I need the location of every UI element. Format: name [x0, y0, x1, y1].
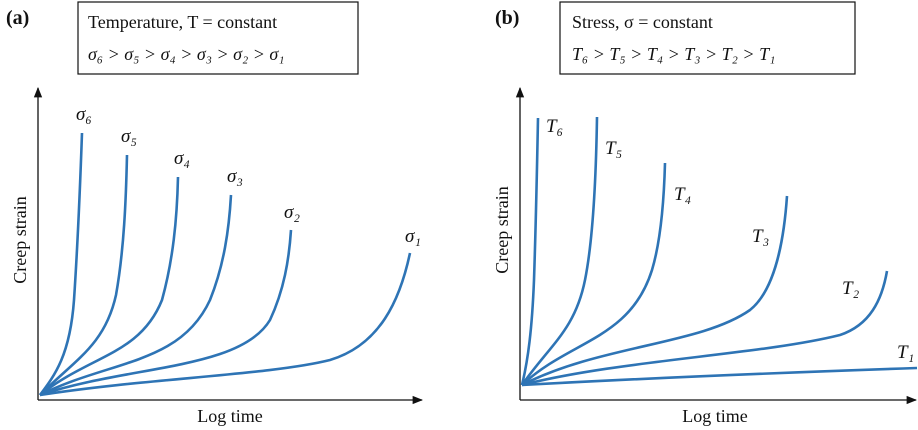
curve [39, 176, 180, 397]
panel-a: (a) Temperature, T = constant σ₆ > σ₅ > … [6, 1, 424, 426]
box-line: σ₆ > σ₅ > σ₄ > σ₃ > σ₂ > σ₁ [88, 44, 285, 64]
curve-label: σ₄ [174, 148, 190, 169]
curve-label: T₃ [752, 226, 769, 247]
curve [38, 132, 84, 396]
curve-label: σ₂ [284, 202, 300, 223]
box-line: T₆ > T₅ > T₄ > T₃ > T₂ > T₁ [572, 44, 775, 64]
x-axis-label: Log time [682, 406, 748, 426]
curve [521, 162, 667, 386]
curve [39, 154, 129, 396]
curve-label: σ₁ [405, 226, 421, 247]
y-axis-label: Creep strain [10, 196, 30, 283]
curve-label: T₄ [674, 184, 691, 205]
curve-label: T₁ [897, 342, 914, 363]
curve [39, 229, 293, 397]
box-line: Temperature, T = constant [88, 12, 277, 32]
curve [39, 194, 233, 397]
x-axis-label: Log time [197, 406, 263, 426]
y-axis-label: Creep strain [492, 186, 512, 273]
curve-label: σ₅ [121, 126, 137, 147]
curve [520, 116, 599, 386]
curve [520, 117, 540, 386]
curve [521, 270, 889, 387]
panel-label: (a) [6, 7, 29, 29]
curve [39, 252, 412, 397]
curve [521, 195, 789, 387]
curve-label: T₆ [546, 116, 563, 137]
legend-box [559, 1, 856, 75]
legend-box [77, 1, 359, 75]
curve-label: σ₆ [76, 104, 92, 125]
curve-label: T₅ [605, 138, 622, 159]
panel-b: (b) Stress, σ = constant T₆ > T₅ > T₄ > … [492, 1, 918, 426]
curve-label: σ₃ [227, 166, 243, 187]
curve-label: T₂ [842, 278, 860, 299]
box-line: Stress, σ = constant [572, 12, 713, 32]
curve [521, 366, 918, 387]
panel-label: (b) [495, 7, 519, 29]
